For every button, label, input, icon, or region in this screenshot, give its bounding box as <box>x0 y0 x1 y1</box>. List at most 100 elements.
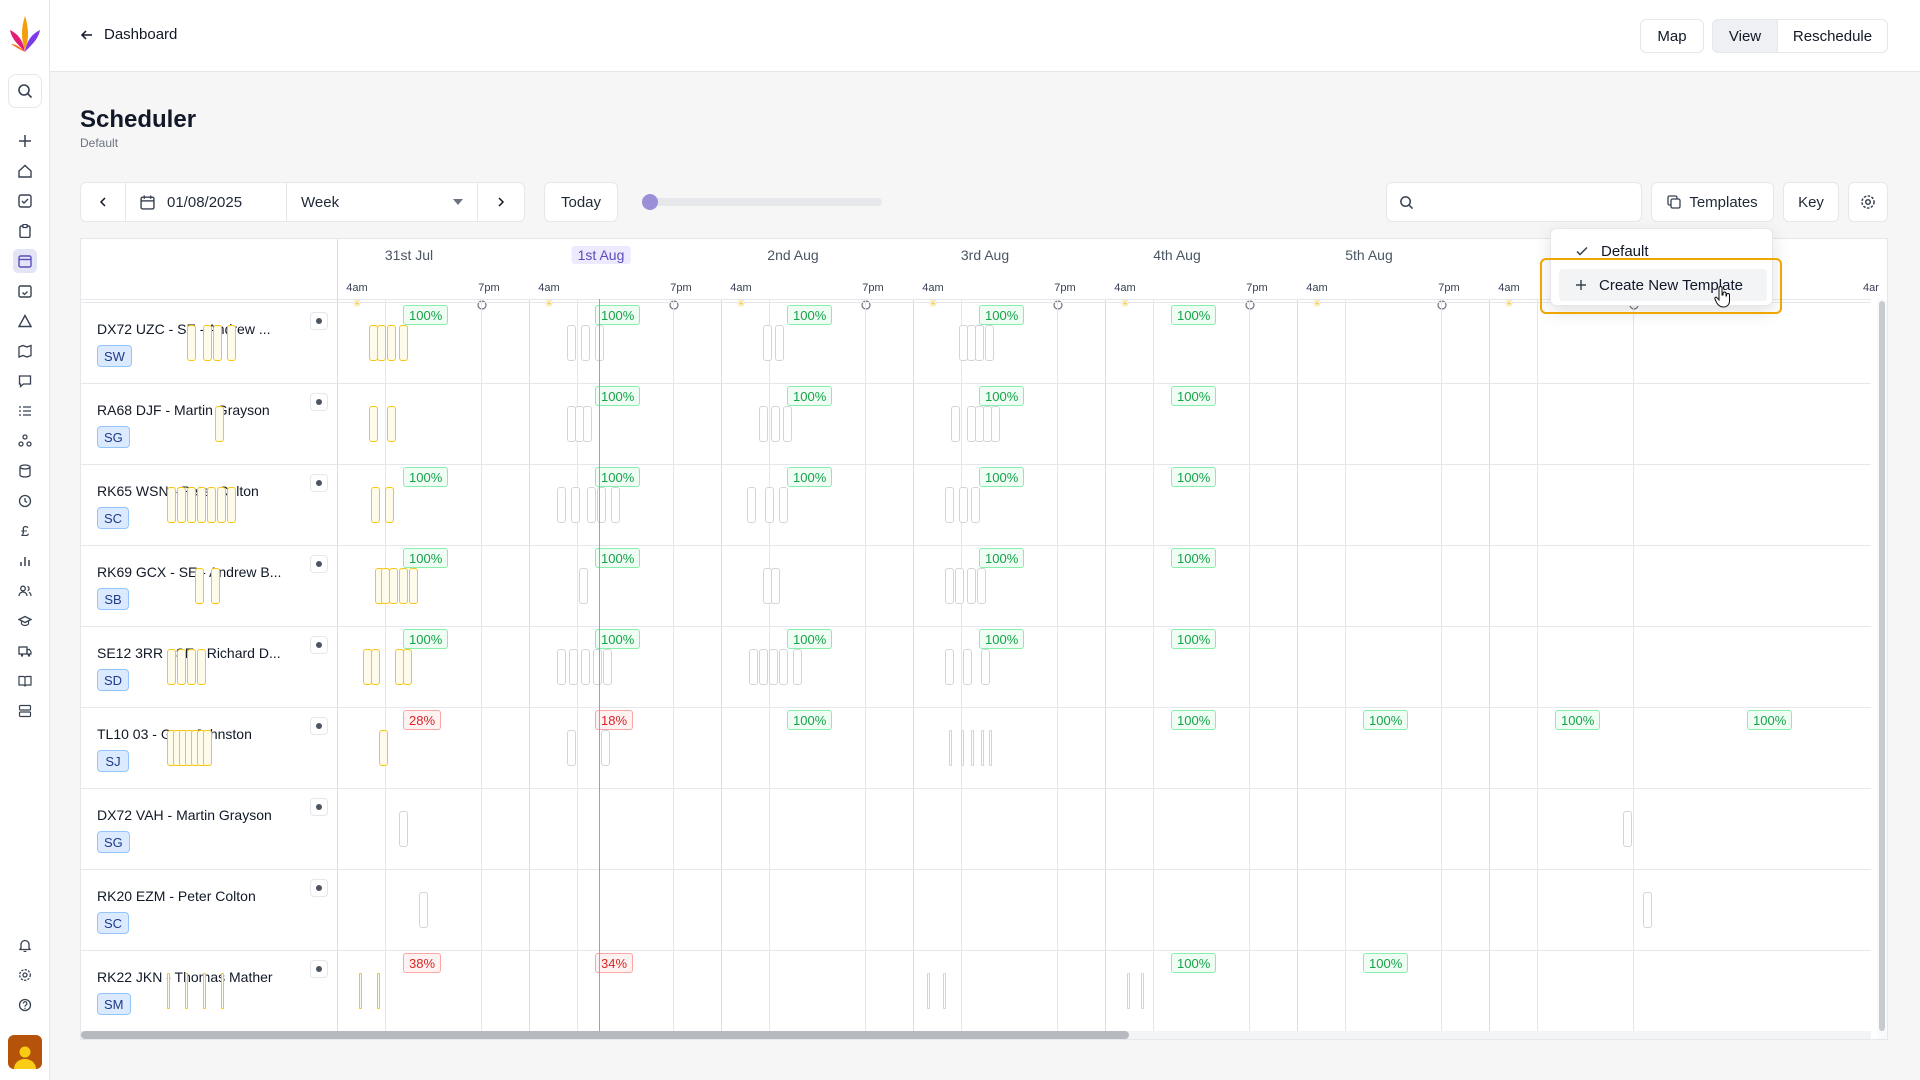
database-icon[interactable] <box>13 459 37 483</box>
job-block[interactable] <box>567 325 576 361</box>
back-link[interactable]: Dashboard <box>80 26 177 43</box>
job-block[interactable] <box>977 568 986 604</box>
add-icon[interactable] <box>13 129 37 153</box>
job-block[interactable] <box>403 649 412 685</box>
alert-icon[interactable] <box>13 309 37 333</box>
job-block[interactable] <box>371 649 380 685</box>
job-block[interactable] <box>583 406 592 442</box>
job-block[interactable] <box>387 406 396 442</box>
job-block[interactable] <box>217 487 226 523</box>
job-block[interactable] <box>765 487 774 523</box>
schedule-row[interactable]: TL10 03 - Gary JohnstonSJ28%18%100%100%1… <box>81 707 1871 788</box>
job-block[interactable] <box>975 325 984 361</box>
job-block[interactable] <box>955 568 964 604</box>
job-block[interactable] <box>569 649 578 685</box>
job-block[interactable] <box>221 973 224 1009</box>
app-logo[interactable] <box>8 14 42 54</box>
tasks-icon[interactable] <box>13 189 37 213</box>
row-status-toggle[interactable] <box>310 636 328 654</box>
job-block[interactable] <box>989 730 992 766</box>
job-block[interactable] <box>597 487 606 523</box>
job-block[interactable] <box>981 730 984 766</box>
job-block[interactable] <box>945 568 954 604</box>
job-block[interactable] <box>197 487 206 523</box>
schedule-row[interactable]: DX72 VAH - Martin Grayson SG <box>81 788 1871 869</box>
job-block[interactable] <box>749 649 758 685</box>
job-block[interactable] <box>567 730 576 766</box>
previous-button[interactable] <box>80 182 126 222</box>
job-block[interactable] <box>557 487 566 523</box>
settings-button[interactable] <box>1848 182 1888 222</box>
horizontal-scrollbar[interactable] <box>81 1031 1871 1039</box>
message-icon[interactable] <box>13 369 37 393</box>
job-block[interactable] <box>961 730 964 766</box>
job-block[interactable] <box>1623 811 1632 847</box>
job-block[interactable] <box>399 568 408 604</box>
job-block[interactable] <box>177 649 186 685</box>
server-icon[interactable] <box>13 699 37 723</box>
job-block[interactable] <box>207 487 216 523</box>
search-input[interactable] <box>1386 182 1642 222</box>
row-status-toggle[interactable] <box>310 960 328 978</box>
network-icon[interactable] <box>13 429 37 453</box>
clipboard-icon[interactable] <box>13 219 37 243</box>
job-block[interactable] <box>369 406 378 442</box>
job-block[interactable] <box>187 487 196 523</box>
job-block[interactable] <box>419 892 428 928</box>
job-block[interactable] <box>409 568 418 604</box>
job-block[interactable] <box>399 325 408 361</box>
row-status-toggle[interactable] <box>310 879 328 897</box>
reschedule-button[interactable]: Reschedule <box>1777 19 1888 53</box>
job-block[interactable] <box>167 649 176 685</box>
job-block[interactable] <box>959 487 968 523</box>
job-block[interactable] <box>213 325 222 361</box>
job-block[interactable] <box>981 649 990 685</box>
job-block[interactable] <box>951 406 960 442</box>
job-block[interactable] <box>579 568 588 604</box>
graduation-cap-icon[interactable] <box>13 609 37 633</box>
job-block[interactable] <box>387 325 396 361</box>
next-button[interactable] <box>477 182 525 222</box>
schedule-row[interactable]: DX72 UZC - SE - Andrew ... SW 100% 100% 100%… <box>81 302 1871 383</box>
vertical-scrollbar-thumb[interactable] <box>1879 301 1885 1031</box>
settings-icon[interactable] <box>13 963 37 987</box>
row-status-toggle[interactable] <box>310 717 328 735</box>
zoom-slider[interactable] <box>642 194 882 210</box>
job-block[interactable] <box>771 406 780 442</box>
job-block[interactable] <box>359 973 362 1009</box>
job-block[interactable] <box>593 649 602 685</box>
schedule-row[interactable]: SE12 3RR - SE - Richard D...SD100%100%10… <box>81 626 1871 707</box>
job-block[interactable] <box>949 730 952 766</box>
job-block[interactable] <box>945 487 954 523</box>
job-block[interactable] <box>1643 892 1652 928</box>
job-block[interactable] <box>601 730 610 766</box>
horizontal-scrollbar-thumb[interactable] <box>81 1031 1129 1039</box>
job-block[interactable] <box>195 568 204 604</box>
create-new-template-option[interactable]: Create New Template <box>1559 269 1767 301</box>
vertical-scrollbar[interactable] <box>1877 299 1887 1039</box>
job-block[interactable] <box>1127 973 1130 1009</box>
job-block[interactable] <box>377 325 386 361</box>
job-block[interactable] <box>377 973 380 1009</box>
job-block[interactable] <box>385 487 394 523</box>
zoom-slider-handle[interactable] <box>642 194 658 210</box>
row-status-toggle[interactable] <box>310 393 328 411</box>
template-option-default[interactable]: Default <box>1559 235 1767 267</box>
today-button[interactable]: Today <box>544 182 618 222</box>
clock-icon[interactable] <box>13 489 37 513</box>
help-icon[interactable] <box>13 993 37 1017</box>
map-icon[interactable] <box>13 339 37 363</box>
row-status-toggle[interactable] <box>310 555 328 573</box>
job-block[interactable] <box>769 649 778 685</box>
job-block[interactable] <box>927 973 930 1009</box>
templates-button[interactable]: Templates <box>1651 182 1774 222</box>
job-block[interactable] <box>759 406 768 442</box>
job-block[interactable] <box>227 325 236 361</box>
job-block[interactable] <box>203 973 206 1009</box>
job-block[interactable] <box>167 487 176 523</box>
job-block[interactable] <box>557 649 566 685</box>
job-block[interactable] <box>971 730 974 766</box>
calendar-check-icon[interactable] <box>13 279 37 303</box>
row-status-toggle[interactable] <box>310 798 328 816</box>
job-block[interactable] <box>187 325 196 361</box>
